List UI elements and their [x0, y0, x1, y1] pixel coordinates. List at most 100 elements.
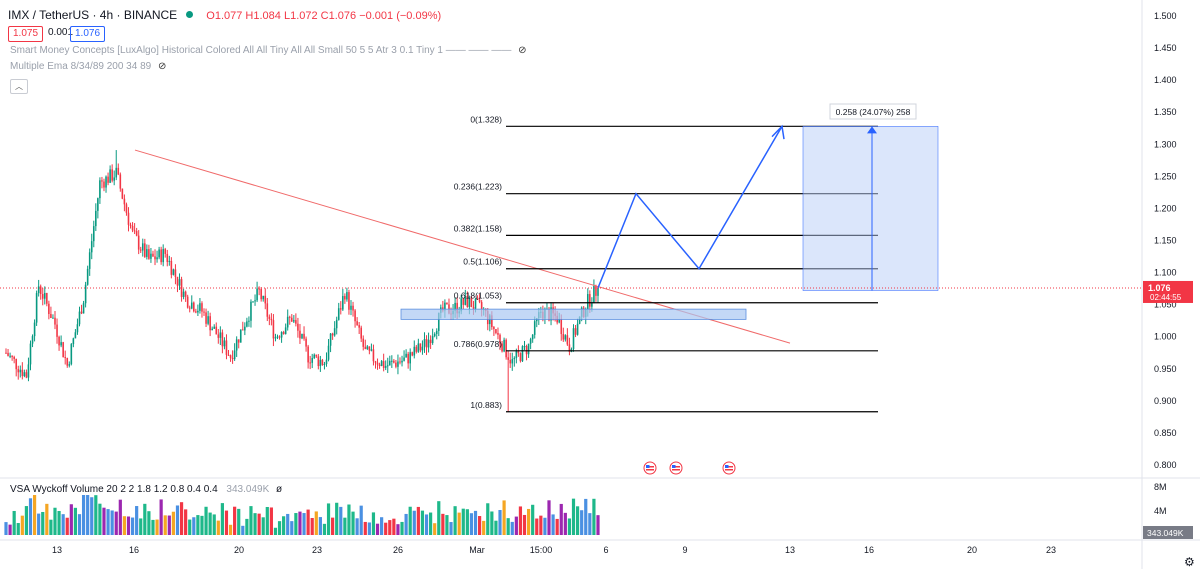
candle-body[interactable] — [35, 293, 38, 323]
candle-body[interactable] — [393, 360, 395, 363]
candle-body[interactable] — [68, 364, 71, 366]
candle-body[interactable] — [342, 296, 344, 310]
candle-body[interactable] — [531, 334, 534, 340]
candle-body[interactable] — [317, 356, 320, 367]
candle-body[interactable] — [411, 352, 414, 356]
candle-body[interactable] — [82, 303, 85, 314]
candle-body[interactable] — [123, 198, 126, 205]
candle-body[interactable] — [184, 291, 187, 297]
candle-body[interactable] — [90, 241, 93, 253]
candle-body[interactable] — [5, 352, 7, 354]
candle-body[interactable] — [256, 288, 258, 301]
candle-body[interactable] — [499, 334, 501, 344]
candle-body[interactable] — [229, 355, 232, 358]
candle-body[interactable] — [560, 319, 563, 335]
gear-icon[interactable]: ⚙ — [1184, 555, 1195, 569]
candle-body[interactable] — [21, 369, 24, 376]
candle-body[interactable] — [491, 315, 493, 328]
ema-indicator-label[interactable]: Multiple Ema 8/34/89 200 34 89 ⊘ — [10, 61, 166, 72]
candle-body[interactable] — [86, 268, 89, 285]
candle-body[interactable] — [111, 169, 113, 181]
candle-body[interactable] — [242, 329, 244, 331]
candle-body[interactable] — [591, 303, 593, 307]
candle-body[interactable] — [384, 365, 387, 368]
candle-body[interactable] — [503, 339, 505, 352]
candle-body[interactable] — [23, 372, 26, 376]
candle-body[interactable] — [468, 297, 471, 307]
candle-body[interactable] — [350, 305, 352, 310]
candle-body[interactable] — [239, 329, 242, 343]
candle-body[interactable] — [460, 298, 463, 312]
candle-body[interactable] — [7, 352, 9, 356]
candle-body[interactable] — [321, 359, 324, 365]
candle-body[interactable] — [52, 317, 54, 319]
candle-body[interactable] — [331, 333, 334, 336]
candle-body[interactable] — [15, 358, 18, 370]
candle-body[interactable] — [593, 285, 595, 304]
candle-body[interactable] — [303, 333, 305, 339]
candle-body[interactable] — [29, 343, 32, 365]
candle-body[interactable] — [313, 354, 316, 359]
candle-body[interactable] — [178, 279, 181, 286]
candle-body[interactable] — [254, 300, 256, 302]
candle-body[interactable] — [511, 359, 514, 364]
candle-body[interactable] — [429, 339, 432, 344]
candle-body[interactable] — [156, 257, 158, 260]
us-flag-icon[interactable] — [643, 461, 657, 475]
candle-body[interactable] — [290, 317, 293, 322]
candle-body[interactable] — [558, 319, 561, 323]
candle-body[interactable] — [395, 362, 397, 367]
candle-body[interactable] — [597, 287, 599, 296]
candle-body[interactable] — [113, 177, 115, 181]
candle-body[interactable] — [368, 346, 371, 351]
eye-off-icon[interactable]: ⊘ — [518, 45, 527, 56]
candle-body[interactable] — [274, 337, 277, 339]
candle-body[interactable] — [37, 286, 40, 294]
candle-body[interactable] — [299, 330, 301, 339]
candle-body[interactable] — [78, 311, 81, 325]
candle-body[interactable] — [423, 339, 426, 347]
candle-body[interactable] — [346, 292, 348, 300]
candle-body[interactable] — [572, 328, 575, 350]
candle-body[interactable] — [586, 294, 589, 310]
candle-body[interactable] — [415, 346, 418, 352]
candle-body[interactable] — [152, 253, 154, 257]
candle-body[interactable] — [135, 231, 138, 236]
candle-body[interactable] — [319, 359, 322, 367]
candle-body[interactable] — [366, 346, 369, 350]
candle-body[interactable] — [444, 302, 446, 311]
candle-body[interactable] — [329, 333, 332, 346]
candle-body[interactable] — [417, 343, 420, 352]
candle-body[interactable] — [527, 343, 530, 355]
candle-body[interactable] — [223, 340, 226, 347]
candle-body[interactable] — [13, 356, 15, 359]
candle-body[interactable] — [207, 316, 209, 324]
candle-body[interactable] — [272, 320, 275, 339]
candle-body[interactable] — [97, 198, 99, 211]
candle-body[interactable] — [470, 297, 473, 308]
candle-body[interactable] — [174, 269, 177, 277]
candle-body[interactable] — [295, 320, 297, 324]
candle-body[interactable] — [339, 308, 342, 310]
candle-body[interactable] — [372, 349, 375, 362]
candle-body[interactable] — [39, 286, 42, 294]
candle-body[interactable] — [48, 303, 50, 315]
candle-body[interactable] — [172, 269, 175, 275]
candle-body[interactable] — [129, 224, 132, 226]
candle-body[interactable] — [364, 346, 367, 350]
candle-body[interactable] — [131, 225, 134, 231]
candle-body[interactable] — [386, 365, 389, 367]
candle-body[interactable] — [472, 307, 475, 309]
candle-body[interactable] — [262, 295, 265, 300]
candle-body[interactable] — [293, 320, 295, 322]
candle-body[interactable] — [195, 311, 197, 313]
candle-body[interactable] — [215, 326, 218, 335]
us-flag-icon[interactable] — [722, 461, 736, 475]
candle-body[interactable] — [280, 332, 283, 338]
candle-body[interactable] — [225, 340, 228, 355]
candle-body[interactable] — [58, 336, 60, 346]
candle-body[interactable] — [521, 346, 524, 362]
candle-body[interactable] — [84, 284, 87, 304]
candle-body[interactable] — [154, 256, 156, 260]
